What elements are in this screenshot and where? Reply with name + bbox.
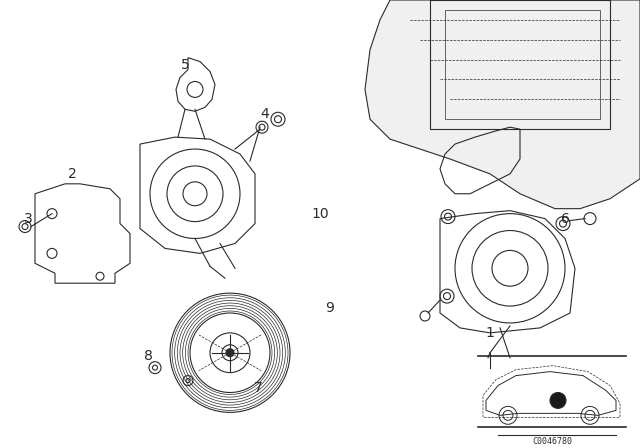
Circle shape (550, 392, 566, 409)
Text: 10: 10 (311, 207, 329, 220)
Text: C0046780: C0046780 (532, 437, 572, 446)
Text: 9: 9 (326, 301, 335, 315)
Polygon shape (365, 0, 640, 209)
Text: 2: 2 (68, 167, 76, 181)
Text: 7: 7 (253, 380, 262, 395)
Text: 5: 5 (180, 58, 189, 72)
Bar (430, 0, 610, 129)
Text: 6: 6 (561, 211, 570, 226)
Text: 3: 3 (24, 211, 33, 226)
Text: 8: 8 (143, 349, 152, 363)
Circle shape (226, 349, 234, 357)
Bar (445, 10, 600, 119)
Text: 1: 1 (486, 326, 495, 340)
Text: 4: 4 (260, 107, 269, 121)
Polygon shape (486, 372, 616, 415)
